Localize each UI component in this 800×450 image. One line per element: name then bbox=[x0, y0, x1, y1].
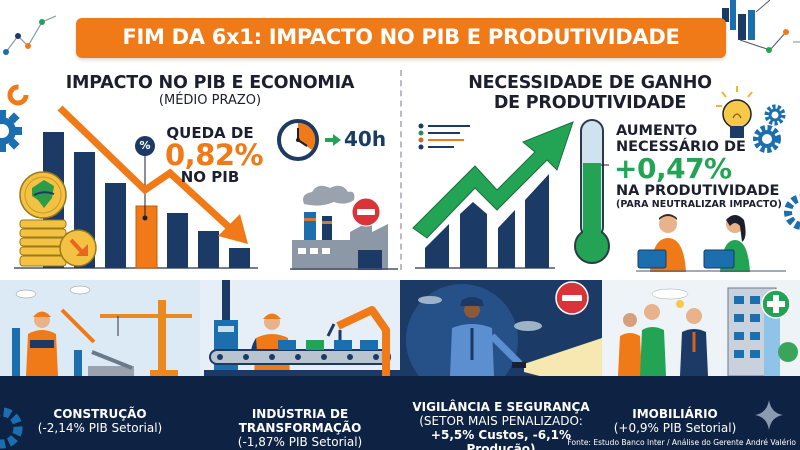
legend-lines-icon bbox=[418, 123, 470, 150]
percent-pin-icon: % bbox=[135, 136, 155, 160]
industry-illustration bbox=[204, 280, 400, 376]
sparkle-icon bbox=[755, 400, 783, 430]
queda-label: QUEDA DE bbox=[166, 124, 254, 142]
security-illustration bbox=[406, 284, 602, 376]
gdp-decline-bar-chart bbox=[14, 105, 258, 269]
queda-value: 0,82% bbox=[165, 138, 264, 172]
arrow-right-icon bbox=[325, 134, 341, 146]
gear-icon bbox=[0, 110, 22, 152]
left-section-subtitle: (MÉDIO PRAZO) bbox=[158, 93, 262, 108]
right-section-title-line2: DE PRODUTIVIDADE bbox=[493, 93, 687, 113]
left-section-title: IMPACTO NO PIB E ECONOMIA bbox=[65, 73, 355, 93]
source-note: Fonte: Estudo Banco Inter / Análise do G… bbox=[567, 438, 796, 447]
panel-industry bbox=[200, 280, 400, 376]
right-section-title-line1: NECESSIDADE DE GANHO bbox=[468, 73, 712, 93]
lightbulb-icon bbox=[716, 86, 753, 138]
minus-sign-icon bbox=[555, 281, 589, 315]
sector-construction-name: CONSTRUÇÃO bbox=[53, 407, 147, 421]
sector-construction-detail: (-2,14% PIB Setorial) bbox=[37, 421, 163, 435]
sector-security-name: VIGILÂNCIA E SEGURANÇA bbox=[412, 400, 590, 414]
growth-chart-icon bbox=[412, 121, 574, 269]
real-estate-illustration bbox=[618, 287, 798, 376]
sector-security: VIGILÂNCIA E SEGURANÇA (SETOR MAIS PENAL… bbox=[404, 400, 598, 450]
aumento-line2: NECESSÁRIO DE bbox=[616, 139, 746, 155]
aumento-note: (PARA NEUTRALIZAR IMPACTO) bbox=[616, 199, 782, 210]
gear-small-icon bbox=[764, 104, 786, 126]
sector-industry-name: INDÚSTRIA DE TRANSFORMAÇÃO bbox=[238, 407, 362, 435]
factory-icon bbox=[290, 185, 398, 270]
trend-line-decoration-left bbox=[3, 15, 57, 55]
sector-real-estate-detail: (+0,9% PIB Setorial) bbox=[613, 421, 737, 435]
percent-pin-label: % bbox=[135, 136, 155, 156]
sector-caption-bar bbox=[0, 376, 800, 450]
sector-security-detail-line1: (SETOR MAIS PENALIZADO: bbox=[419, 414, 583, 428]
panel-construction bbox=[0, 280, 200, 376]
hours-label: 40h bbox=[344, 127, 387, 151]
thermometer-icon bbox=[574, 119, 610, 264]
section-divider bbox=[400, 70, 402, 270]
queda-suffix: NO PIB bbox=[180, 168, 240, 186]
gear-bottom-icon bbox=[0, 407, 23, 449]
aumento-line1: AUMENTO bbox=[616, 123, 698, 139]
bar-chart-decoration-right bbox=[722, 0, 800, 53]
title-banner: FIM DA 6x1: IMPACTO NO PIB E PRODUTIVIDA… bbox=[76, 18, 726, 58]
gear-edge-icon bbox=[784, 194, 800, 230]
aumento-value: +0,47% bbox=[614, 152, 732, 185]
sector-construction: CONSTRUÇÃO (-2,14% PIB Setorial) bbox=[20, 407, 180, 435]
panel-real-estate bbox=[602, 280, 800, 376]
clock-icon bbox=[277, 119, 319, 161]
plus-sign-icon bbox=[761, 289, 791, 319]
aumento-line3: NA PRODUTIVIDADE bbox=[616, 183, 780, 199]
sector-real-estate: IMOBILIÁRIO (+0,9% PIB Setorial) bbox=[600, 407, 750, 435]
construction-illustration bbox=[12, 285, 192, 376]
sector-industry: INDÚSTRIA DE TRANSFORMAÇÃO (-1,87% PIB S… bbox=[200, 407, 400, 449]
sector-industry-detail: (-1,87% PIB Setorial) bbox=[237, 435, 363, 449]
no-entry-icon bbox=[351, 197, 381, 227]
sector-real-estate-name: IMOBILIÁRIO bbox=[632, 407, 718, 421]
orange-cycle-icon bbox=[7, 84, 29, 106]
panel-security bbox=[400, 280, 602, 376]
gear-medium-icon bbox=[753, 125, 781, 153]
people-laptops-icon bbox=[636, 214, 786, 272]
page-title: FIM DA 6x1: IMPACTO NO PIB E PRODUTIVIDA… bbox=[122, 25, 680, 49]
sector-security-detail-line2: +5,5% Custos, -6,1% Produção) bbox=[430, 428, 572, 450]
